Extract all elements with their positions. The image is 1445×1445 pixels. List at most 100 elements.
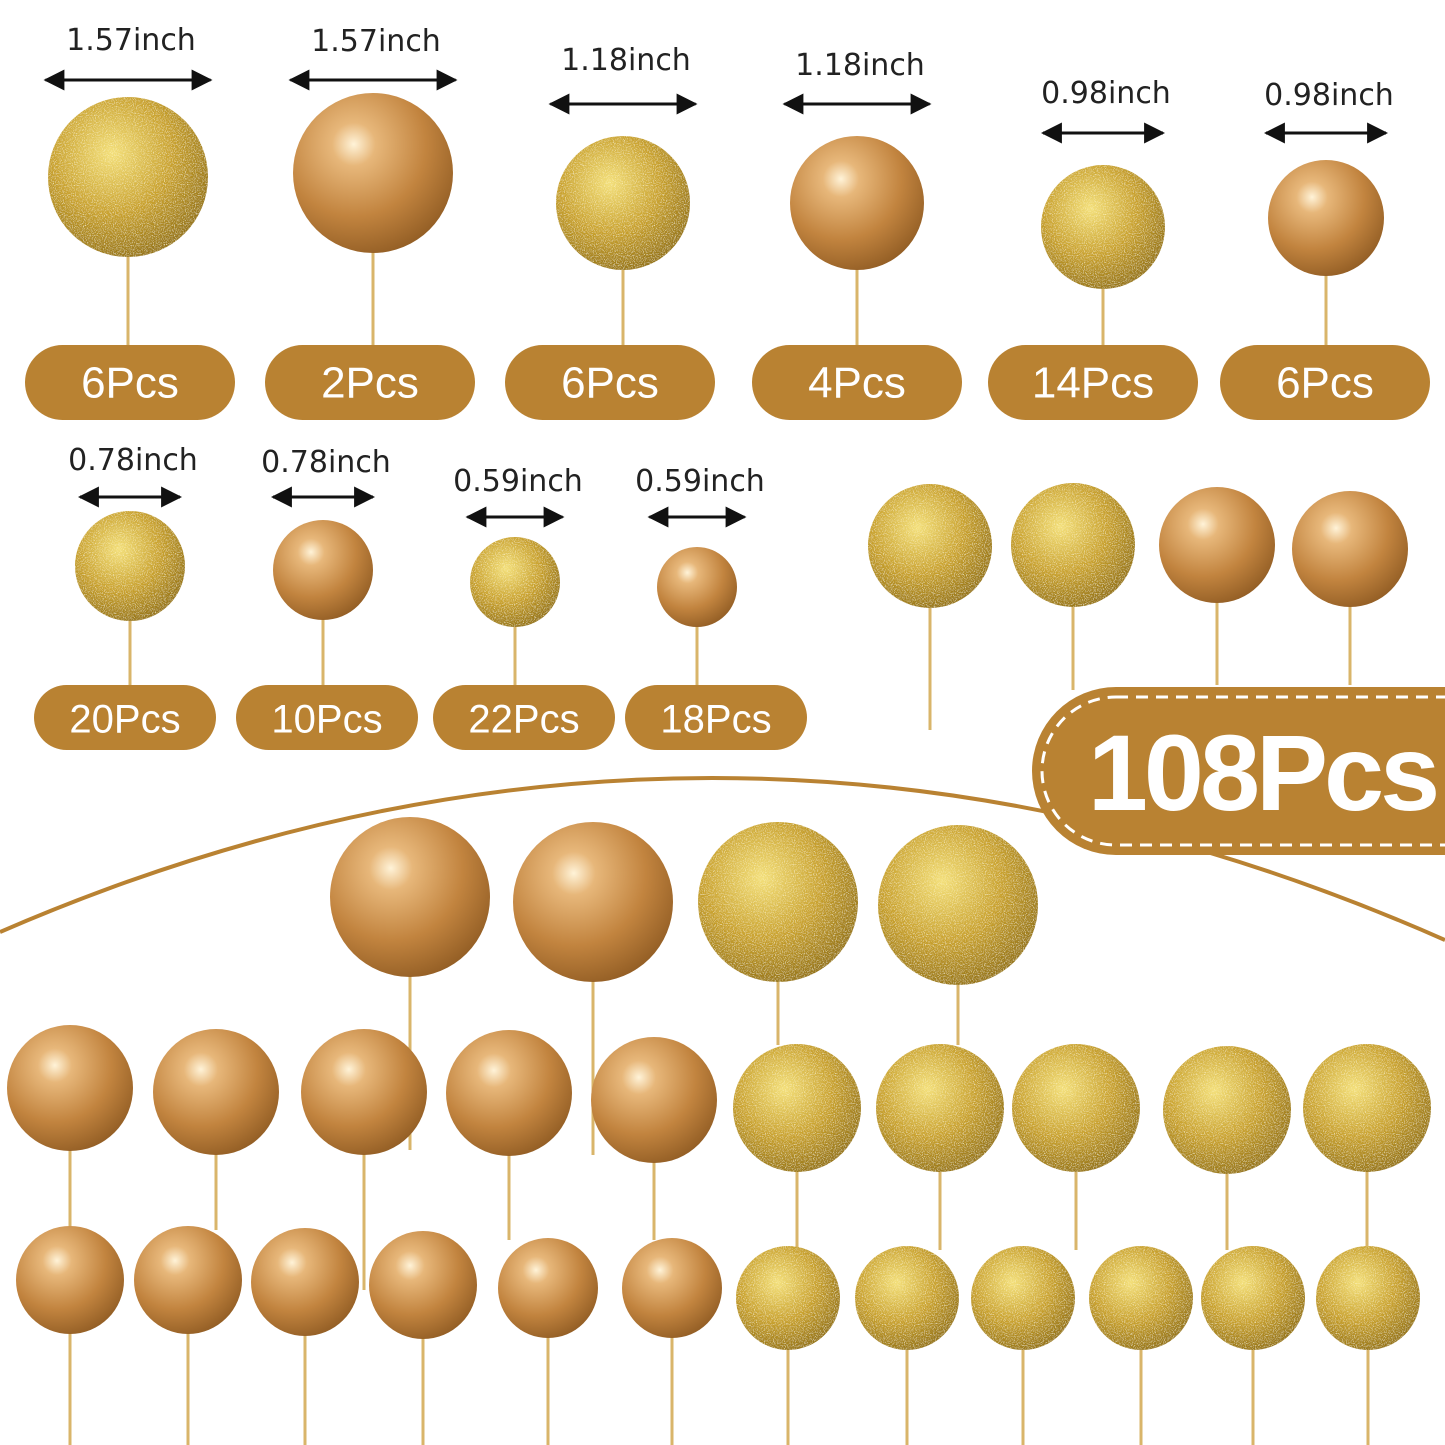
- pearl-ball: [446, 1030, 572, 1156]
- size-label: 1.18inch: [561, 43, 691, 78]
- pearl-ball: [153, 1029, 279, 1155]
- count-pill: [625, 685, 807, 750]
- decorative-cake-topper: [1163, 1046, 1291, 1250]
- decorative-cake-topper: [1089, 1246, 1193, 1445]
- size-label: 0.98inch: [1264, 78, 1394, 113]
- cake-topper-pearl: [293, 93, 453, 355]
- pearl-ball: [134, 1226, 242, 1334]
- decorative-cake-topper: [369, 1231, 477, 1445]
- count-label: 22Pcs: [468, 698, 579, 742]
- pearl-ball: [591, 1037, 717, 1163]
- pearl-ball: [369, 1231, 477, 1339]
- count-pill: [433, 685, 615, 750]
- glitter-ball: [470, 537, 560, 627]
- decorative-cake-topper: [446, 1030, 572, 1240]
- glitter-ball: [75, 511, 185, 621]
- decorative-cake-topper: [878, 825, 1038, 1045]
- cake-topper-pearl: [657, 547, 737, 695]
- total-badge: 108Pcs: [1032, 687, 1445, 855]
- pearl-ball: [498, 1238, 598, 1338]
- glitter-ball: [971, 1246, 1075, 1350]
- count-pill: [236, 685, 418, 750]
- size-item: 1.18inch 4Pcs: [752, 48, 962, 420]
- glitter-ball: [1041, 165, 1165, 289]
- count-pill: [34, 685, 216, 750]
- pearl-ball: [657, 547, 737, 627]
- size-label: 0.98inch: [1041, 76, 1171, 111]
- decorative-cake-topper: [1201, 1246, 1305, 1445]
- size-item: 1.57inch 6Pcs: [25, 23, 235, 420]
- decorative-cake-topper: [7, 1025, 133, 1230]
- size-label: 0.78inch: [68, 443, 198, 478]
- glitter-ball: [1089, 1246, 1193, 1350]
- cake-topper-pearl: [790, 136, 924, 355]
- pearl-ball: [273, 520, 373, 620]
- glitter-ball: [48, 97, 208, 257]
- decorative-cake-topper: [736, 1246, 840, 1445]
- decorative-cake-topper: [134, 1226, 242, 1445]
- count-pill: [505, 345, 715, 420]
- count-label: 4Pcs: [808, 359, 906, 408]
- count-label: 14Pcs: [1032, 359, 1154, 408]
- size-label: 1.57inch: [66, 23, 196, 58]
- size-item: 0.98inch 6Pcs: [1220, 78, 1430, 420]
- decorative-cake-topper: [698, 822, 858, 1045]
- size-label: 1.18inch: [795, 48, 925, 83]
- pearl-ball: [293, 93, 453, 253]
- size-label: 0.59inch: [635, 464, 765, 499]
- glitter-ball: [1163, 1046, 1291, 1174]
- count-pill: [752, 345, 962, 420]
- cake-topper-pearl: [1268, 160, 1384, 355]
- count-pill: [1220, 345, 1430, 420]
- glitter-ball: [868, 484, 992, 608]
- glitter-ball: [855, 1246, 959, 1350]
- cake-topper-pearl: [273, 520, 373, 695]
- decorative-cake-topper: [971, 1246, 1075, 1445]
- glitter-ball: [736, 1246, 840, 1350]
- pearl-ball: [1159, 487, 1275, 603]
- count-label: 6Pcs: [1276, 359, 1374, 408]
- glitter-ball: [876, 1044, 1004, 1172]
- decorative-cake-topper: [876, 1044, 1004, 1250]
- pearl-ball: [16, 1226, 124, 1334]
- size-item: 0.78inch 10Pcs: [236, 445, 418, 750]
- glitter-ball: [878, 825, 1038, 985]
- decorative-cake-topper: [622, 1238, 722, 1445]
- pearl-ball: [301, 1029, 427, 1155]
- decorative-cake-topper: [153, 1029, 279, 1230]
- count-pill: [25, 345, 235, 420]
- cake-topper-glitter: [470, 537, 560, 695]
- glitter-ball: [1303, 1044, 1431, 1172]
- glitter-ball: [556, 136, 690, 270]
- decorative-cake-topper: [1012, 1044, 1140, 1250]
- glitter-ball: [1316, 1246, 1420, 1350]
- pearl-ball: [790, 136, 924, 270]
- count-label: 10Pcs: [271, 698, 382, 742]
- count-label: 6Pcs: [561, 359, 659, 408]
- size-label: 1.57inch: [311, 24, 441, 59]
- glitter-ball: [1201, 1246, 1305, 1350]
- pearl-ball: [622, 1238, 722, 1338]
- count-label: 20Pcs: [69, 698, 180, 742]
- glitter-ball: [733, 1044, 861, 1172]
- size-item: 0.78inch 20Pcs: [34, 443, 216, 750]
- count-pill: [265, 345, 475, 420]
- decorative-cake-topper: [1316, 1246, 1420, 1445]
- count-label: 18Pcs: [660, 698, 771, 742]
- decorative-cake-topper: [591, 1037, 717, 1240]
- cake-topper-glitter: [75, 511, 185, 695]
- pearl-ball: [251, 1228, 359, 1336]
- size-item: 1.57inch 2Pcs: [265, 24, 475, 420]
- size-item: 0.98inch 14Pcs: [988, 76, 1198, 420]
- pearl-ball: [1268, 160, 1384, 276]
- size-item: 0.59inch 18Pcs: [625, 464, 807, 750]
- decorative-cake-topper: [301, 1029, 427, 1290]
- divider-arc: [0, 776, 1445, 942]
- decorative-cake-topper: [1011, 483, 1135, 690]
- size-label: 0.78inch: [261, 445, 391, 480]
- size-label: 0.59inch: [453, 464, 583, 499]
- decorative-cake-topper: [733, 1044, 861, 1250]
- count-label: 2Pcs: [321, 359, 419, 408]
